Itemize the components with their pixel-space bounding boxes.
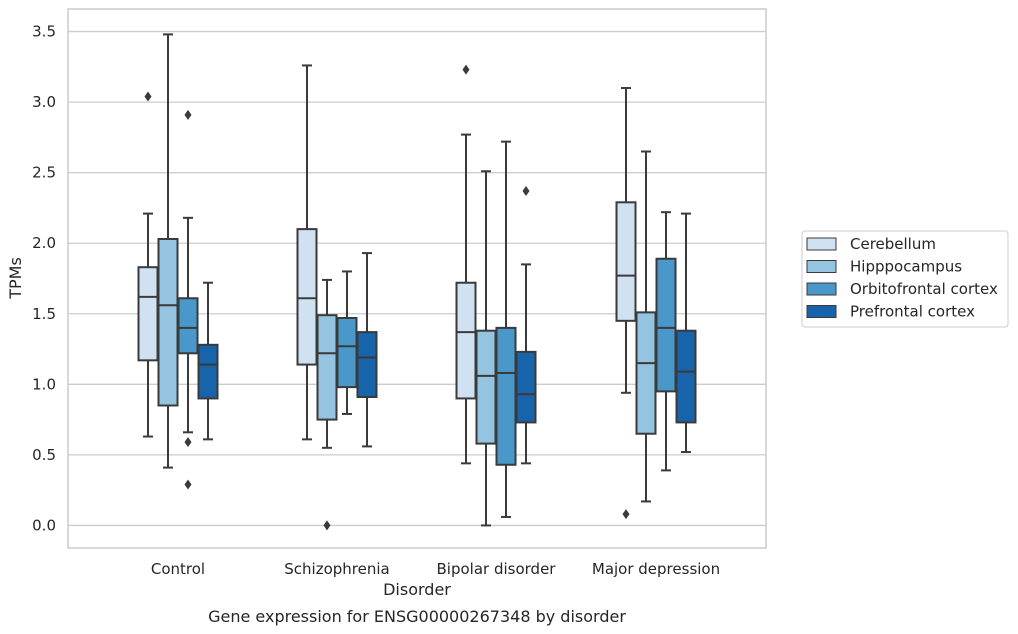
box-orbitofrontal-cortex bbox=[177, 109, 199, 490]
box-body bbox=[157, 237, 179, 407]
box-prefrontal-cortex bbox=[197, 281, 219, 441]
x-tick-labels: Control Schizophrenia Bipolar disorder Majo… bbox=[151, 560, 720, 578]
legend-frame bbox=[801, 230, 1009, 328]
box-prefrontal-cortex bbox=[356, 252, 378, 448]
legend-label: Hipppocampus bbox=[850, 258, 962, 276]
legend-swatch bbox=[806, 237, 837, 251]
y-axis-title: TPMs bbox=[6, 257, 25, 300]
y-tick-label: 1.5 bbox=[32, 305, 56, 323]
outlier-point bbox=[184, 437, 192, 448]
plot-frame bbox=[67, 8, 767, 549]
box-cerebellum bbox=[455, 64, 477, 465]
legend-label: Prefrontal cortex bbox=[850, 303, 975, 321]
outlier-point bbox=[144, 91, 152, 102]
box-body bbox=[197, 343, 219, 400]
box-body bbox=[356, 331, 378, 399]
box-body bbox=[475, 329, 497, 445]
y-tick-label: 2.5 bbox=[32, 164, 56, 182]
y-tick-labels: 0.0 0.5 1.0 1.5 2.0 2.5 3.0 3.5 bbox=[32, 23, 56, 535]
legend-item: Hipppocampus bbox=[806, 258, 962, 276]
legend-swatch bbox=[806, 260, 837, 273]
box-body bbox=[336, 317, 358, 389]
legend: Cerebellum Hipppocampus Orbitofrontal cort… bbox=[801, 230, 1009, 328]
outlier-point bbox=[462, 64, 470, 75]
x-axis-title: Disorder bbox=[383, 580, 451, 599]
box-hipppocampus bbox=[157, 33, 179, 469]
outlier-point bbox=[184, 479, 192, 490]
legend-item: Orbitofrontal cortex bbox=[806, 280, 998, 298]
y-tick-label: 1.0 bbox=[32, 375, 56, 393]
y-tick-label: 0.5 bbox=[32, 446, 56, 464]
legend-item: Prefrontal cortex bbox=[806, 303, 975, 321]
outlier-point bbox=[622, 509, 630, 520]
legend-item: Cerebellum bbox=[806, 235, 936, 253]
box-body bbox=[675, 329, 697, 424]
box-orbitofrontal-cortex bbox=[495, 140, 517, 518]
box-cerebellum bbox=[137, 91, 159, 438]
box-body bbox=[515, 350, 537, 424]
boxes bbox=[137, 33, 697, 531]
outlier-point bbox=[522, 186, 530, 197]
y-tick-label: 0.0 bbox=[32, 516, 56, 534]
box-hipppocampus bbox=[475, 170, 497, 527]
legend-swatch bbox=[806, 305, 837, 318]
x-tick-label: Bipolar disorder bbox=[437, 560, 557, 578]
box-body bbox=[655, 257, 677, 393]
box-prefrontal-cortex bbox=[675, 212, 697, 454]
box-body bbox=[137, 266, 159, 362]
box-body bbox=[296, 228, 318, 366]
y-tick-label: 2.0 bbox=[32, 234, 56, 252]
box-orbitofrontal-cortex bbox=[655, 211, 677, 472]
y-tick-label: 3.0 bbox=[32, 93, 56, 111]
outlier-point bbox=[184, 109, 192, 120]
legend-swatch bbox=[806, 282, 837, 296]
box-prefrontal-cortex bbox=[515, 186, 537, 465]
box-hipppocampus bbox=[316, 278, 338, 531]
x-tick-label: Schizophrenia bbox=[284, 560, 389, 578]
y-tick-label: 3.5 bbox=[32, 23, 56, 41]
x-tick-label: Control bbox=[151, 560, 205, 578]
box-cerebellum bbox=[296, 64, 318, 441]
box-body bbox=[615, 201, 637, 322]
outlier-point bbox=[323, 520, 331, 531]
box-body bbox=[455, 281, 477, 400]
box-orbitofrontal-cortex bbox=[336, 270, 358, 415]
box-body bbox=[495, 326, 517, 466]
x-tick-label: Major depression bbox=[592, 560, 720, 578]
legend-label: Cerebellum bbox=[850, 235, 936, 253]
legend-label: Orbitofrontal cortex bbox=[850, 280, 998, 298]
box-hipppocampus bbox=[635, 150, 657, 503]
box-body bbox=[177, 297, 199, 355]
box-body bbox=[316, 314, 338, 421]
chart-caption: Gene expression for ENSG00000267348 by d… bbox=[208, 607, 626, 626]
box-cerebellum bbox=[615, 87, 637, 520]
box-body bbox=[635, 311, 657, 435]
